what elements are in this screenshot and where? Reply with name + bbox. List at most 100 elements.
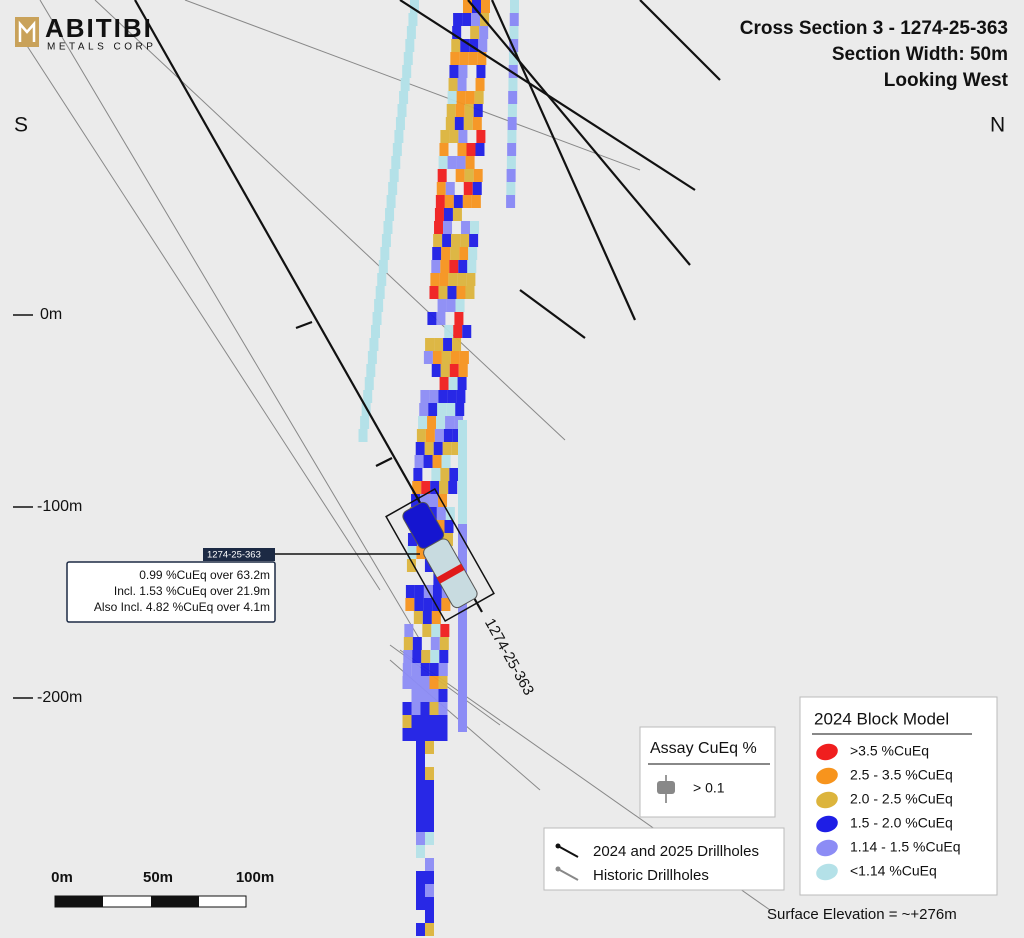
block [416,780,425,793]
block [392,143,402,156]
block [369,338,379,351]
block [430,650,440,663]
block [424,442,434,455]
block [471,13,481,26]
block [444,195,454,208]
block [439,637,449,650]
block [438,390,448,403]
block [432,598,442,611]
block [446,299,456,312]
block [429,286,439,299]
block [425,871,434,884]
block [431,364,441,377]
block [431,468,441,481]
elev-label: -100m [37,498,82,515]
block [408,13,418,26]
block [434,429,444,442]
block [456,286,466,299]
block [449,260,459,273]
block [416,741,425,754]
block [438,663,448,676]
block [442,442,452,455]
block [411,676,421,689]
block [455,104,465,117]
block [464,169,474,182]
logo-mark [18,20,36,42]
block [423,455,433,468]
block [414,455,424,468]
legend-item: 1.5 - 2.0 %CuEq [850,815,953,831]
block [509,13,519,26]
block [406,26,416,39]
block [465,156,475,169]
block [458,706,467,719]
block [474,91,484,104]
block [420,663,430,676]
legend-swatch [816,815,838,833]
legend-item: 1.14 - 1.5 %CuEq [850,839,961,855]
scale-label: 50m [143,869,173,886]
block [414,598,424,611]
block [416,754,425,767]
block [428,403,438,416]
block [441,598,451,611]
legend-item: 2024 and 2025 Drillholes [593,843,759,860]
block [508,52,518,65]
block [377,273,387,286]
block [507,130,517,143]
block [425,897,434,910]
block [358,429,368,442]
block [441,455,451,468]
block [457,143,467,156]
legend-swatch [816,791,838,809]
block [442,234,452,247]
block [378,260,388,273]
elev-label: 0m [40,306,62,323]
block [455,299,465,312]
block [447,286,457,299]
block [429,676,439,689]
block [507,104,517,117]
block [412,637,422,650]
block [420,715,430,728]
block [506,195,516,208]
legend-title: 2024 Block Model [814,709,949,728]
block [402,65,412,78]
block [414,585,424,598]
block [475,143,485,156]
block [443,221,453,234]
block [458,472,467,485]
block [458,433,467,446]
legend-collar [555,843,561,849]
block [416,884,425,897]
block [478,39,488,52]
block [432,585,442,598]
block [472,0,481,13]
block-model-legend: 2024 Block Model >3.5 %CuEq 2.5 - 3.5 %Cu… [799,696,998,896]
block [445,416,455,429]
hole-tick [295,320,313,330]
logo: ABITIBI METALS CORP [15,13,153,53]
block [439,143,449,156]
legend-item: >3.5 %CuEq [850,743,929,759]
block [458,130,468,143]
block [425,429,435,442]
block [425,767,434,780]
header: Cross Section 3 - 1274-25-363 Section Wi… [740,18,1009,91]
block [441,351,451,364]
block [479,26,489,39]
block [468,247,478,260]
legend-historic-hole [557,868,579,881]
block [458,364,468,377]
block [430,481,440,494]
block [458,260,468,273]
block [462,13,472,26]
block [458,65,468,78]
block [402,728,412,741]
drillhole [490,0,637,321]
legend-item: Historic Drillholes [593,867,709,884]
block [458,459,467,472]
block [416,923,425,936]
block [427,312,437,325]
